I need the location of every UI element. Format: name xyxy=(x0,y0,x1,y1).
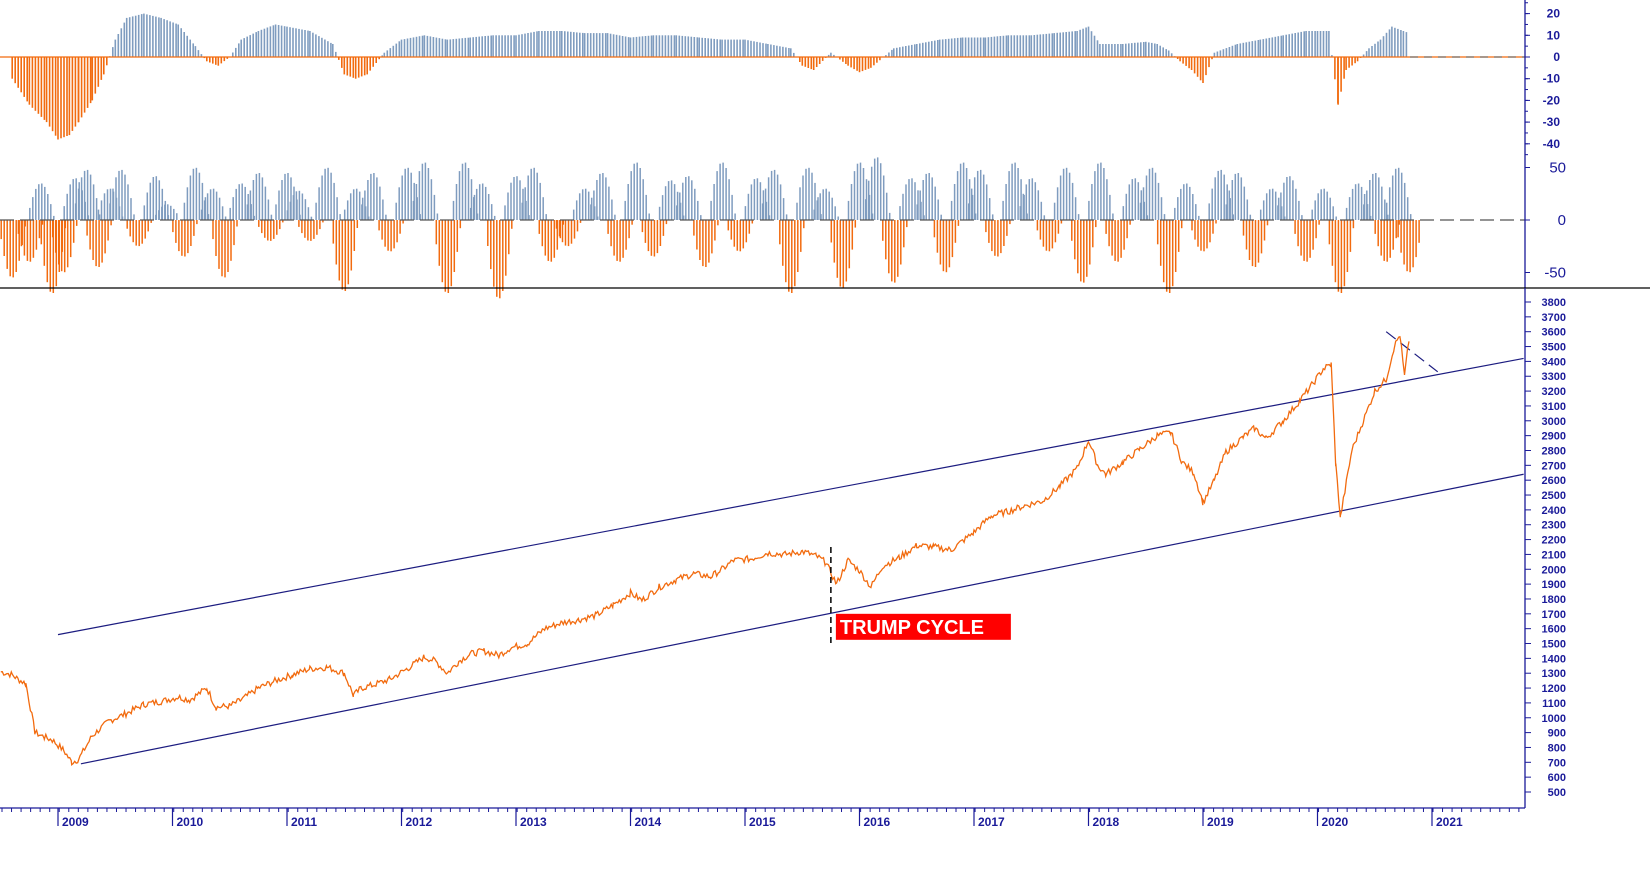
main-tick-label: 3400 xyxy=(1542,356,1566,368)
main-tick-label: 2900 xyxy=(1542,431,1566,443)
main-tick-label: 3000 xyxy=(1542,416,1566,428)
top-tick-label: 10 xyxy=(1547,28,1561,42)
top-tick-label: 0 xyxy=(1553,50,1560,64)
x-tick-label: 2012 xyxy=(406,815,433,829)
main-tick-label: 1500 xyxy=(1542,639,1566,651)
main-tick-label: 2000 xyxy=(1542,564,1566,576)
main-tick-label: 3300 xyxy=(1542,371,1566,383)
middle-tick-label: 0 xyxy=(1558,212,1566,229)
main-tick-label: 2200 xyxy=(1542,535,1566,547)
top-momentum-panel: 20 10 0 -10 -20 -30 -40 xyxy=(0,0,1560,165)
main-tick-label: 3100 xyxy=(1542,401,1566,413)
main-tick-label: 1700 xyxy=(1542,609,1566,621)
main-tick-label: 1000 xyxy=(1542,713,1566,725)
main-tick-label: 500 xyxy=(1548,787,1566,799)
price-line xyxy=(0,335,1410,766)
main-tick-label: 1200 xyxy=(1542,683,1566,695)
x-tick-label: 2011 xyxy=(291,815,317,829)
x-tick-label: 2020 xyxy=(1322,815,1349,829)
middle-y-axis: 50 0 -50 xyxy=(1524,160,1566,288)
x-tick-label: 2015 xyxy=(749,815,776,829)
main-tick-label: 1900 xyxy=(1542,579,1566,591)
main-tick-label: 2700 xyxy=(1542,460,1566,472)
x-tick-label: 2016 xyxy=(864,815,891,829)
trump-cycle-label-box xyxy=(835,613,1011,640)
main-tick-label: 2800 xyxy=(1542,445,1566,457)
top-tick-label: 20 xyxy=(1547,7,1561,21)
main-tick-label: 3200 xyxy=(1542,386,1566,398)
resistance-dashed-line xyxy=(1385,331,1439,373)
middle-tick-label: -50 xyxy=(1544,265,1566,282)
x-tick-label: 2019 xyxy=(1207,815,1234,829)
main-tick-label: 700 xyxy=(1548,757,1566,769)
main-tick-label: 3600 xyxy=(1542,327,1566,339)
top-tick-label: -10 xyxy=(1543,72,1561,86)
x-tick-label: 2018 xyxy=(1093,815,1120,829)
main-tick-label: 1800 xyxy=(1542,594,1566,606)
main-tick-label: 600 xyxy=(1548,772,1566,784)
main-tick-label: 1300 xyxy=(1542,668,1566,680)
main-tick-label: 1600 xyxy=(1542,624,1566,636)
x-tick-label: 2014 xyxy=(635,815,662,829)
main-tick-label: 2400 xyxy=(1542,505,1566,517)
x-tick-label: 2021 xyxy=(1436,815,1463,829)
middle-oscillator-panel: 50 0 -50 xyxy=(0,157,1566,299)
main-tick-label: 800 xyxy=(1548,742,1566,754)
price-series xyxy=(0,335,1410,766)
annotation-group: TRUMP CYCLE xyxy=(830,547,1011,644)
lower-channel-line xyxy=(80,473,1524,765)
top-tick-label: -20 xyxy=(1543,93,1561,107)
main-tick-label: 2600 xyxy=(1542,475,1566,487)
upper-channel-line xyxy=(57,357,1524,636)
main-tick-label: 1400 xyxy=(1542,653,1566,665)
x-tick-label: 2009 xyxy=(62,815,89,829)
top-tick-label: -40 xyxy=(1543,137,1561,151)
main-y-axis: 3800 3700 3600 3500 3400 3300 3200 3100 3000 2900… xyxy=(1524,288,1566,808)
main-tick-label: 3800 xyxy=(1542,297,1566,309)
trump-cycle-label: TRUMP CYCLE xyxy=(840,617,984,639)
x-tick-label: 2013 xyxy=(520,815,547,829)
main-tick-label: 900 xyxy=(1548,728,1566,740)
top-momentum-bars xyxy=(11,13,1408,140)
middle-tick-label: 50 xyxy=(1549,160,1566,177)
top-y-axis: 20 10 0 -10 -20 -30 -40 xyxy=(1524,0,1561,165)
x-tick-label: 2017 xyxy=(978,815,1005,829)
price-channel xyxy=(57,331,1524,765)
main-tick-label: 3700 xyxy=(1542,312,1566,324)
x-axis: 2009 2010 2011 2012 2013 2014 2015 2016 2017 2018… xyxy=(0,807,1525,829)
main-tick-label: 3500 xyxy=(1542,342,1566,354)
main-tick-label: 2500 xyxy=(1542,490,1566,502)
x-tick-label: 2010 xyxy=(177,815,204,829)
top-tick-label: -30 xyxy=(1543,115,1561,129)
main-tick-label: 2100 xyxy=(1542,549,1566,561)
main-price-panel: TRUMP CYCLE 3800 3700 3600 3500 3400 3300 3200… xyxy=(0,288,1566,829)
main-tick-label: 2300 xyxy=(1542,520,1566,532)
main-tick-label: 1100 xyxy=(1542,698,1566,710)
middle-oscillator-bars xyxy=(0,157,1420,299)
